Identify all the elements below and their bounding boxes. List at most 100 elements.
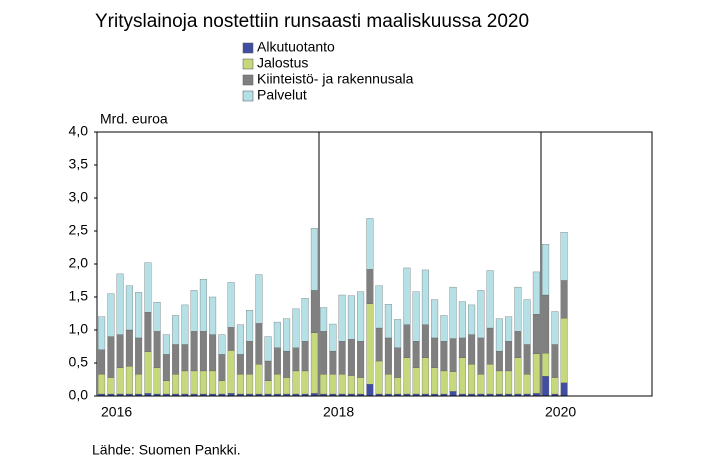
bar-segment [116,334,124,368]
legend-label: Jalostus [257,55,308,71]
bar-segment [144,262,152,313]
bar-segment [273,321,281,348]
bar-segment [505,370,513,395]
bar-segment [366,383,374,397]
bar-segment [542,294,550,354]
bar-segment [384,337,392,375]
bar-segment [329,323,337,352]
bar-segment [107,293,115,337]
bar-segment [107,377,115,395]
legend-swatch [242,58,254,70]
bar-segment [255,364,263,395]
bar-segment [301,341,309,372]
bar-segment [162,354,170,381]
bar-segment [153,302,161,332]
bar-segment [431,337,439,368]
bar-segment [458,337,466,358]
bar-segment [283,350,291,378]
bar-segment [495,370,503,395]
bar-segment [181,370,189,395]
bar-segment [542,376,550,397]
bar-segment [310,228,318,291]
bar-segment [273,374,281,395]
bar-segment [338,374,346,395]
bar-segment [440,315,448,342]
y-tick-label: 0,5 [69,354,89,370]
bar-segment [347,339,355,376]
bar-segment [135,374,143,395]
legend-label: Kiinteistö- ja rakennusala [257,71,414,87]
bar-segment [301,370,309,395]
bar-segment [458,357,466,395]
bar-segment [542,244,550,296]
bar-segment [310,332,318,394]
bar-segment [458,301,466,339]
y-tick-label: 1,5 [69,288,89,304]
bar-segment [329,350,337,375]
bar-segment [551,344,559,378]
bar-segment [347,295,355,340]
bar-segment [236,354,244,375]
bar-segment [125,366,133,395]
bar-segment [357,341,365,378]
bar-segment [366,303,374,385]
bar-segment [421,357,429,395]
bar-segment [292,370,300,395]
bar-segment [468,304,476,335]
bar-segment [468,364,476,395]
bar-segment [320,307,328,332]
source: Lähde: Suomen Pankki. [92,442,241,458]
bar-segment [551,377,559,395]
bar-segment [421,269,429,325]
bar-segment [495,350,503,372]
bar-segment [227,350,235,394]
y-tick-label: 0,0 [69,387,89,403]
bar-segment [495,318,503,352]
bar-segment [125,285,133,331]
bar-segment [199,331,207,372]
y-tick-label: 2,0 [69,255,89,271]
bar-segment [486,270,494,329]
bar-segment [190,370,198,395]
bar-segment [366,218,374,270]
y-tick-label: 3,0 [69,189,89,205]
chart-title: Yrityslainoja nostettiin runsaasti maali… [95,11,529,32]
bar-segment [209,334,217,372]
bar-segment [255,323,263,365]
bar-segment [394,377,402,395]
bar-segment [403,324,411,358]
bar-segment [107,336,115,378]
bar-segment [477,337,485,375]
bar-segment [431,299,439,339]
bar-segment [172,374,180,395]
bar-segment [468,334,476,365]
bar-segment [218,380,226,395]
bar-segment [449,371,457,392]
bar-segment [209,296,217,335]
bar-segment [523,299,531,345]
bar-segment [384,374,392,395]
bar-segment [412,367,420,395]
bar-segment [116,273,124,335]
legend-swatch [242,74,254,86]
legend-swatch [242,42,254,54]
bar-segment [486,327,494,365]
bar-segment [273,347,281,375]
bar-segment [338,294,346,342]
y-axis-label: Mrd. euroa [100,111,168,127]
bar-segment [532,314,540,354]
bar-segment [440,341,448,372]
bar-segment [190,290,198,332]
bar-segment [394,347,402,378]
bar-segment [421,324,429,358]
bar-segment [181,344,189,372]
bar-segment [255,274,263,324]
bar-segment [199,370,207,395]
bar-segment [514,357,522,395]
bar-segment [403,267,411,325]
bar-segment [218,354,226,381]
bar-segment [246,341,254,375]
bar-segment [486,364,494,395]
bar-segment [532,271,540,315]
